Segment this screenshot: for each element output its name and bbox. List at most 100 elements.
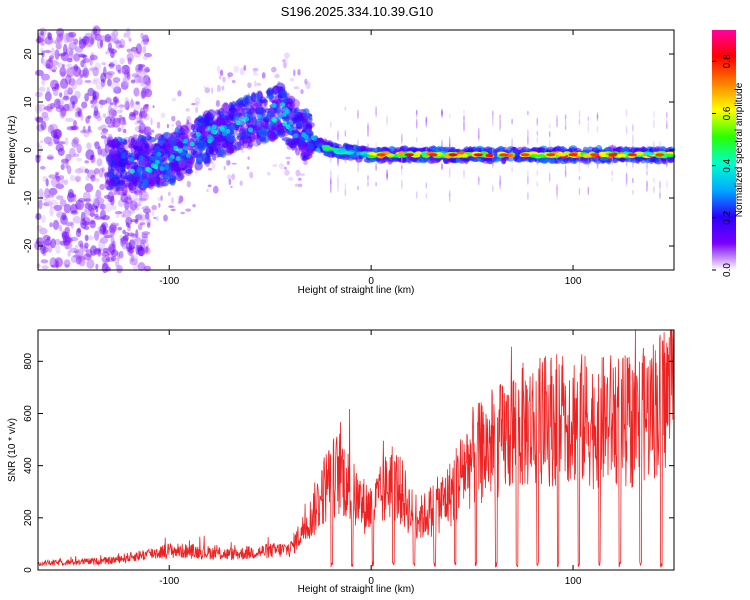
spectrogram-cell (158, 134, 166, 146)
spectrogram-cell (141, 235, 149, 245)
spectrogram-cell (101, 215, 110, 221)
spectrogram-cell (218, 75, 222, 80)
spectrogram-cell (664, 153, 675, 158)
spectrogram-cell (109, 149, 118, 155)
spectrogram-cell (127, 224, 131, 228)
spectrogram-cell (101, 62, 107, 66)
spectrogram-cell (116, 251, 121, 262)
spectrogram-cell (367, 121, 369, 132)
spectrogram-cell (55, 106, 65, 113)
spectrogram-cell (578, 118, 581, 126)
spectrogram-cell (216, 84, 221, 93)
spectrogram-cell (41, 214, 46, 224)
spectrogram-cell (301, 145, 308, 156)
spectrogram-cell (646, 184, 648, 192)
spectrogram-cell (109, 156, 116, 166)
spectrogram-cell (247, 156, 250, 161)
spectrogram-cell (55, 42, 62, 50)
spectrogram-cell (34, 116, 44, 122)
spectrogram-cell (659, 180, 661, 189)
spectrogram-cell (142, 178, 149, 186)
spectrogram-cell (315, 147, 321, 153)
spectrogram-cell (64, 237, 73, 243)
spectrogram-cell (54, 49, 60, 60)
spectrogram-cell (227, 144, 235, 154)
spectrogram-cell (223, 165, 226, 171)
spectrogram-cell (109, 32, 116, 41)
spectrogram-cell (196, 101, 199, 107)
spectrogram-y-tick-label: -20 (23, 238, 34, 253)
spectrogram-cell (120, 80, 129, 90)
snr-y-ticks: 0 200 400 600 800 (23, 353, 674, 573)
spectrogram-cell (216, 134, 224, 143)
spectrogram-cell (55, 173, 59, 180)
spectrogram-cell (578, 156, 581, 165)
spectrogram-cell (548, 178, 551, 183)
spectrogram-cell (74, 254, 82, 265)
spectrogram-cell (46, 154, 55, 161)
spectrogram-cell (50, 264, 58, 268)
spectrogram-cell (59, 199, 67, 207)
spectrogram-cell (337, 155, 339, 167)
spectrogram-cell (93, 77, 100, 82)
spectrogram-cell (94, 213, 99, 218)
spectrogram-cell (73, 250, 80, 254)
spectrogram-cell (66, 126, 76, 131)
spectrogram-cell (143, 86, 149, 98)
spectrogram-cell (233, 65, 239, 73)
spectrogram-cell (94, 216, 103, 220)
spectrogram-cell (632, 189, 634, 195)
spectrogram-cell (492, 110, 494, 116)
spectrogram-cell (136, 75, 144, 79)
spectrogram-cell (103, 202, 113, 213)
spectrogram-cell (659, 190, 661, 200)
spectrogram-cell (221, 85, 225, 91)
spectrogram-cell (330, 176, 332, 185)
spectrogram-cell (84, 183, 94, 193)
spectrogram-cell (120, 71, 127, 75)
spectrogram-cell (266, 110, 275, 118)
spectrogram-cell (239, 180, 243, 186)
spectrogram-cell (357, 109, 359, 120)
spectrogram-cell (528, 156, 534, 163)
spectrogram-cell (122, 189, 128, 197)
spectrogram-cell (114, 163, 120, 175)
spectrogram-cell (375, 162, 377, 170)
spectrogram-cell (65, 246, 69, 250)
spectrogram-cell (548, 158, 551, 163)
spectrogram-cell (44, 187, 50, 199)
spectrogram-cell (596, 161, 599, 168)
spectrogram-cell (632, 133, 634, 146)
spectrogram-cell (180, 151, 186, 156)
spectrogram-cell (200, 125, 205, 135)
spectrogram-cell (112, 37, 120, 44)
spectrogram-cell (140, 90, 146, 100)
spectrogram-cell (67, 58, 73, 63)
spectrogram-cell (141, 68, 151, 73)
spectrogram-cell (659, 181, 661, 192)
spectrogram-cell (228, 178, 232, 185)
spectrogram-cell (105, 51, 110, 55)
spectrogram-cell (85, 149, 95, 161)
spectrogram-cell (129, 200, 138, 211)
spectrogram-cell (125, 100, 130, 111)
spectrogram-cell (44, 197, 52, 208)
spectrogram-cell (568, 153, 578, 157)
spectrogram-cell (611, 170, 613, 177)
spectrogram-cell (54, 257, 63, 268)
spectrogram-cell (425, 182, 428, 189)
spectrogram-cell (194, 97, 201, 105)
spectrogram-cell (646, 186, 648, 193)
spectrogram-cell (41, 79, 45, 86)
spectrogram-cell (556, 186, 558, 197)
spectrogram-cell (243, 65, 247, 71)
spectrogram-cell (65, 221, 74, 227)
spectrogram-cell (94, 141, 100, 150)
spectrogram-cell (499, 174, 501, 186)
spectrogram-cell (169, 161, 176, 167)
spectrogram-cell (92, 199, 99, 206)
spectrogram-cell (634, 151, 644, 156)
spectrogram-cell (82, 54, 87, 65)
spectrogram-cell (273, 87, 279, 94)
spectrogram-cell (98, 167, 104, 178)
